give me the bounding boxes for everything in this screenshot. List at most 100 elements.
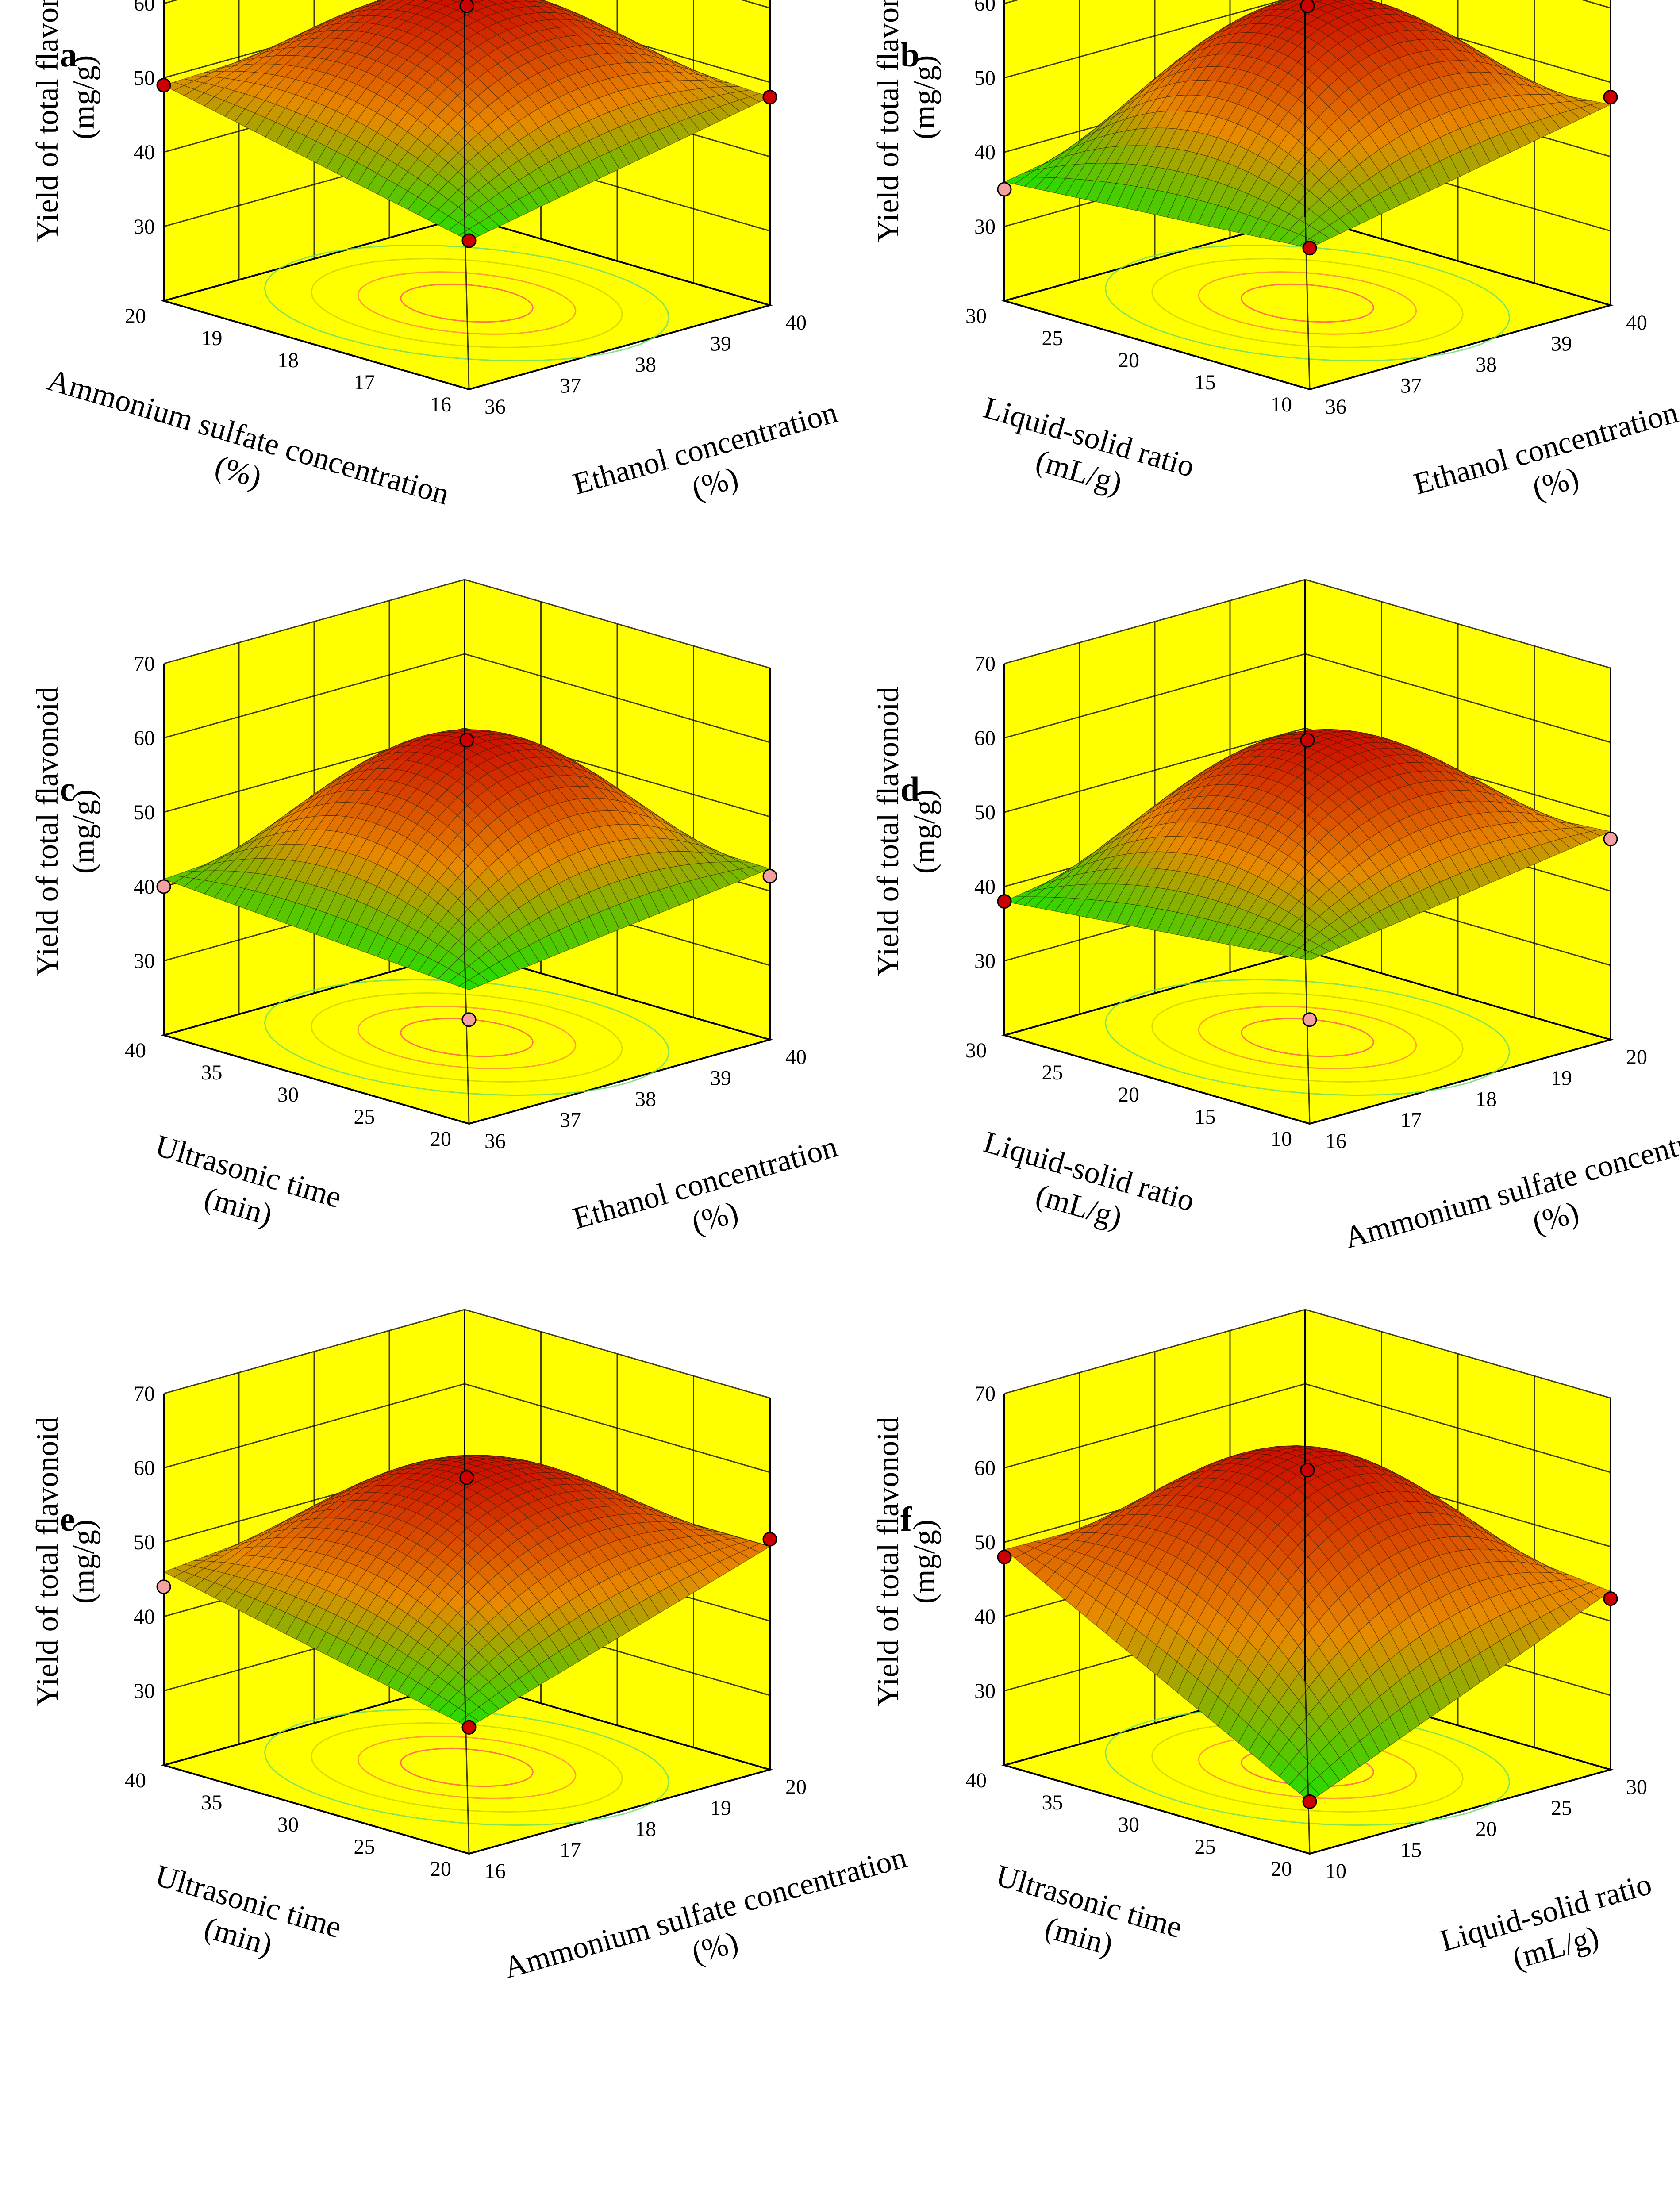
z-axis-title-line: (mg/g) — [67, 55, 101, 140]
panel-c: 30 40 50 60 70 40 35 30 25 20 36 37 38 39 40 Yield of t… — [0, 579, 841, 1460]
response-surface — [1003, 0, 1611, 249]
z-axis-title-line: Yield of total flavonoid — [871, 687, 905, 976]
right-axis-tick-label: 18 — [635, 1817, 656, 1841]
floor-contour — [264, 979, 670, 1096]
left-axis-tick-label: 25 — [354, 1105, 375, 1129]
left-axis-tick-label: 30 — [965, 1039, 987, 1062]
right-axis-tick-label: 17 — [560, 1839, 581, 1862]
design-point — [1302, 241, 1317, 256]
z-tick-label: 50 — [134, 801, 155, 824]
left-axis-tick-label: 25 — [1042, 1061, 1063, 1084]
floor-contour — [357, 1006, 577, 1069]
right-axis-tick-label: 40 — [785, 1045, 807, 1069]
design-point — [1300, 733, 1315, 748]
left-axis-tick-label: 30 — [277, 1083, 299, 1106]
design-point — [156, 1579, 171, 1594]
left-axis-tick-label: 16 — [430, 393, 451, 416]
left-axis-title: Liquid-solid ratio(mL/g) — [969, 391, 1198, 519]
z-axis-title-line: Yield of total flavonoid — [31, 687, 65, 976]
left-axis-tick-label: 10 — [1271, 1127, 1292, 1151]
z-axis-title-line: (mg/g) — [907, 55, 942, 140]
floor-contour — [1151, 992, 1464, 1083]
panel-f: 30 40 50 60 70 40 35 30 25 20 10 15 20 25 30 Yield of t… — [841, 1309, 1672, 2190]
z-tick-label: 40 — [134, 1605, 155, 1628]
z-axis-title-line: (mg/g) — [907, 790, 942, 874]
panel-letter: c — [60, 770, 75, 808]
panel-letter: e — [60, 1500, 75, 1538]
response-surface — [163, 729, 771, 991]
floor-contour — [311, 992, 623, 1083]
design-point — [762, 868, 777, 883]
left-axis-tick-label: 20 — [125, 304, 146, 328]
floor-contour — [311, 258, 623, 348]
z-tick-label: 60 — [134, 0, 155, 15]
response-surface — [1003, 729, 1611, 961]
floor-contour — [264, 1709, 670, 1826]
left-axis-title: Ultrasonic time(min) — [142, 1859, 346, 1979]
right-axis-tick-label: 16 — [484, 1859, 506, 1883]
design-point — [997, 894, 1012, 909]
left-axis-tick-label: 20 — [1118, 349, 1139, 372]
design-point — [1603, 90, 1618, 105]
z-axis-title-line: (mg/g) — [67, 790, 101, 874]
design-point — [762, 1532, 777, 1547]
design-point — [762, 90, 777, 105]
design-point — [459, 0, 474, 13]
left-axis-tick-label: 15 — [1195, 371, 1216, 394]
z-axis-title-line: Yield of total flavonoid — [31, 0, 65, 242]
z-tick-label: 60 — [134, 726, 155, 750]
right-axis-tick-label: 37 — [560, 374, 581, 398]
surface-plot-b: 304050607030252015103637383940Yield of t… — [871, 0, 1680, 519]
right-axis-tick-label: 16 — [1325, 1129, 1346, 1153]
floor-contour — [1198, 271, 1417, 335]
z-tick-label: 40 — [134, 875, 155, 899]
z-tick-label: 70 — [974, 652, 996, 676]
design-point — [459, 733, 474, 748]
z-tick-label: 60 — [974, 0, 996, 15]
floor-contour — [1241, 283, 1374, 323]
right-axis-title: Ethanol concentration(%) — [569, 395, 851, 536]
right-axis-tick-label: 38 — [1476, 353, 1497, 376]
design-point — [1302, 1012, 1317, 1027]
z-axis-title: Yield of total flavonoid(mg/g) — [871, 0, 942, 242]
surface-patch — [1299, 951, 1321, 961]
left-axis-tick-label: 10 — [1271, 393, 1292, 416]
floor-contour — [1104, 979, 1511, 1096]
panel-letter: b — [900, 35, 919, 74]
right-axis-tick-label: 39 — [710, 1067, 731, 1090]
right-axis-tick-label: 38 — [635, 1087, 656, 1111]
left-axis-tick-label: 40 — [125, 1039, 146, 1062]
floor-contour — [357, 271, 577, 335]
right-axis-tick-label: 36 — [484, 1129, 506, 1153]
design-point — [1603, 831, 1618, 846]
right-axis-tick-label: 36 — [1325, 395, 1346, 419]
panel-b: 304050607030252015103637383940Yield of t… — [841, 0, 1680, 726]
box-edge — [464, 1681, 470, 1854]
z-tick-label: 70 — [134, 1382, 155, 1406]
right-axis-tick-label: 37 — [560, 1109, 581, 1132]
surface-patch — [450, 0, 463, 2]
design-point — [997, 182, 1012, 197]
z-axis-title-line: (mg/g) — [67, 1520, 101, 1604]
design-point — [461, 1720, 477, 1735]
left-axis-title: Liquid-solid ratio(mL/g) — [969, 1125, 1198, 1253]
z-axis-title: Yield of total flavonoid(mg/g) — [31, 1417, 101, 1706]
left-axis-tick-label: 19 — [201, 326, 223, 350]
grid-line — [1004, 0, 1611, 83]
left-axis-title: Ultrasonic time(min) — [142, 1129, 346, 1249]
z-tick-label: 60 — [134, 1456, 155, 1480]
floor-contour — [1104, 244, 1511, 362]
z-axis-title: Yield of total flavonoid(mg/g) — [31, 687, 101, 976]
panel-letter: d — [900, 770, 919, 808]
z-tick-label: 30 — [974, 949, 996, 973]
left-axis-tick-label: 30 — [277, 1813, 299, 1836]
left-axis-tick-label: 15 — [1195, 1105, 1216, 1129]
z-tick-label: 40 — [974, 875, 996, 899]
panel-d: 30 40 50 60 70 30 25 20 15 10 16 17 18 19 20 Yield of t… — [841, 579, 1680, 1460]
panel-letter: a — [60, 35, 77, 74]
right-axis-title-line: Ammonium sulfate concentration — [1341, 1110, 1680, 1255]
